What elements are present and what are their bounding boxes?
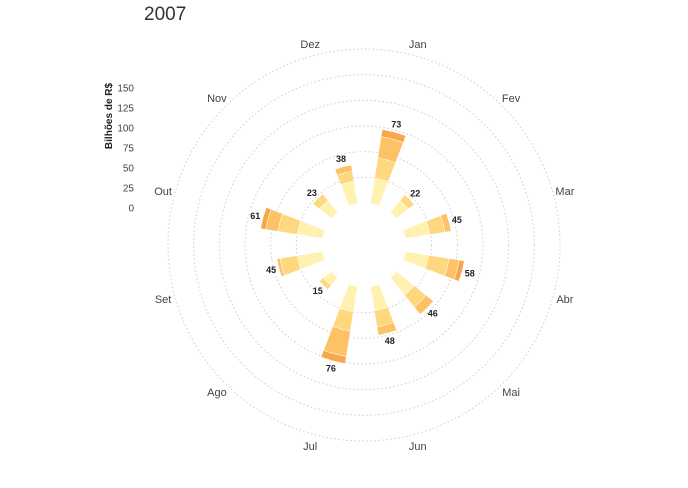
y-tick-label: 0	[128, 204, 134, 215]
y-tick-label: 125	[117, 104, 134, 115]
bar-segment-jan	[370, 177, 389, 207]
data-label-mai: 46	[428, 309, 438, 319]
value-labels: 73 22 45 58 46 48 76 15 45 61 23 38	[250, 119, 475, 373]
grid-ring	[167, 48, 561, 442]
month-label-mar: Mar	[555, 186, 574, 198]
bar-segment-dez	[334, 164, 353, 176]
bar-segment-nov	[312, 193, 329, 210]
bar-segment-jul	[320, 350, 347, 364]
bar-segment-out	[260, 207, 272, 230]
month-label-jan: Jan	[409, 39, 427, 51]
bar-segment-jul	[339, 283, 358, 313]
bar-segment-set	[276, 258, 285, 277]
bar-segment-abr	[453, 259, 465, 282]
month-label-ago: Ago	[207, 387, 227, 399]
month-label-out: Out	[154, 186, 172, 198]
grid-ring	[270, 151, 458, 339]
data-label-fev: 22	[410, 189, 420, 199]
data-label-ago: 15	[313, 286, 323, 296]
bar-segment-ago	[319, 277, 332, 290]
month-label-jun: Jun	[409, 441, 427, 453]
bar-segment-jan	[380, 129, 407, 143]
bar-segment-dez	[340, 180, 358, 207]
month-labels: Jan Fev Mar Abr Mai Jun Jul Ago Set Out Nov Dez	[154, 39, 574, 453]
data-label-abr: 58	[465, 268, 475, 278]
bar-segment-mai	[413, 294, 434, 315]
bar-segment-mar	[440, 213, 452, 233]
data-label-nov: 23	[307, 188, 317, 198]
y-tick-label: 100	[117, 124, 134, 135]
grid-ring	[295, 176, 433, 314]
month-label-jul: Jul	[303, 441, 317, 453]
month-label-dez: Dez	[300, 39, 320, 51]
grid-ring	[244, 125, 484, 365]
y-axis-title: Bilhões de R$	[104, 83, 115, 150]
grid-rings	[167, 48, 561, 442]
grid-ring	[218, 99, 510, 391]
y-tick-label: 150	[117, 84, 134, 95]
month-label-nov: Nov	[207, 93, 227, 105]
bar-segment-fev	[399, 194, 415, 210]
bar-segment-set	[296, 251, 326, 270]
y-tick-label: 50	[123, 164, 135, 175]
data-label-out: 61	[250, 211, 260, 221]
bar-segment-out	[296, 220, 326, 239]
bar-segment-mar	[402, 220, 431, 239]
bar-segment-jun	[376, 322, 398, 336]
y-tick-label: 25	[123, 184, 135, 195]
chart-title: 2007	[144, 4, 187, 25]
month-label-fev: Fev	[502, 93, 521, 105]
data-label-jul: 76	[326, 364, 336, 374]
bars	[260, 129, 465, 364]
month-label-mai: Mai	[502, 387, 520, 399]
data-label-set: 45	[266, 265, 276, 275]
bar-segment-jun	[370, 283, 389, 312]
month-label-abr: Abr	[556, 294, 573, 306]
grid-ring	[193, 74, 535, 416]
y-tick-label: 75	[123, 144, 135, 155]
data-label-jun: 48	[385, 336, 395, 346]
data-label-mar: 45	[452, 215, 462, 225]
month-label-set: Set	[155, 294, 172, 306]
bar-segment-abr	[402, 251, 430, 269]
data-label-jan: 73	[391, 119, 401, 129]
data-label-dez: 38	[336, 154, 346, 164]
